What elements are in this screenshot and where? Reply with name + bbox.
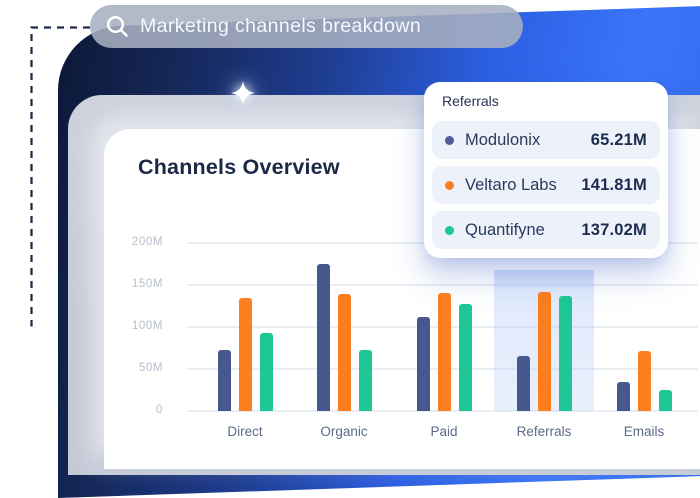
bar-quantifyne-direct[interactable] [259,332,273,411]
bar-quantifyne-organic[interactable] [358,349,372,411]
x-axis-label-referrals: Referrals [516,424,572,439]
tooltip-row-modulonix: Modulonix 65.21M [432,121,660,159]
tooltip-title: Referrals [442,93,499,109]
gridline-150M [187,284,698,286]
series-name: Quantifyne [465,220,545,239]
bar-modulonix-referrals[interactable] [516,356,530,411]
y-axis-label-150M: 150M [131,278,163,290]
x-axis-label-emails: Emails [623,424,665,439]
series-name: Modulonix [465,130,541,149]
bar-veltaro-labs-direct[interactable] [238,298,252,411]
bar-quantifyne-paid[interactable] [458,304,472,411]
bar-modulonix-organic[interactable] [316,264,330,411]
bar-veltaro-labs-organic[interactable] [337,294,351,411]
bar-chart: 200M 150M 100M 50M 0 Direct Organic Paid Referra… [131,236,698,439]
bar-veltaro-labs-referrals[interactable] [537,291,551,411]
y-axis-label-200M: 200M [131,236,163,248]
y-axis-label-100M: 100M [131,320,163,332]
bar-veltaro-labs-emails[interactable] [637,351,651,411]
search-icon [106,15,128,37]
x-axis-label-paid: Paid [430,424,458,439]
chart-tooltip: Referrals Modulonix 65.21M Veltaro Labs … [424,82,668,258]
series-value: 137.02M [581,220,647,239]
tooltip-row-veltaro-labs: Veltaro Labs 141.81M [432,166,660,204]
bar-modulonix-direct[interactable] [217,349,231,411]
series-value: 141.81M [581,175,647,194]
search-input[interactable]: Marketing channels breakdown [90,5,523,48]
x-axis-label-organic: Organic [320,424,368,439]
bar-veltaro-labs-paid[interactable] [437,292,451,411]
series-value: 65.21M [590,130,647,149]
series-dot-veltaro-labs [445,180,454,190]
series-dot-quantifyne [445,225,454,235]
tooltip-row-quantifyne: Quantifyne 137.02M [432,211,660,249]
y-axis-label-50M: 50M [138,362,163,374]
search-query-text: Marketing channels breakdown [140,15,422,37]
chart-card-title: Channels Overview [138,155,340,179]
bar-modulonix-paid[interactable] [416,316,430,411]
bar-quantifyne-emails[interactable] [658,390,672,411]
sparkle-icon [231,81,255,105]
series-name: Veltaro Labs [465,175,557,194]
y-axis-label-0: 0 [156,404,163,416]
bar-modulonix-emails[interactable] [616,382,630,411]
series-dot-modulonix [445,135,454,145]
gridline-0 [187,410,698,412]
bar-quantifyne-referrals[interactable] [558,295,572,411]
x-axis-label-direct: Direct [227,424,263,439]
